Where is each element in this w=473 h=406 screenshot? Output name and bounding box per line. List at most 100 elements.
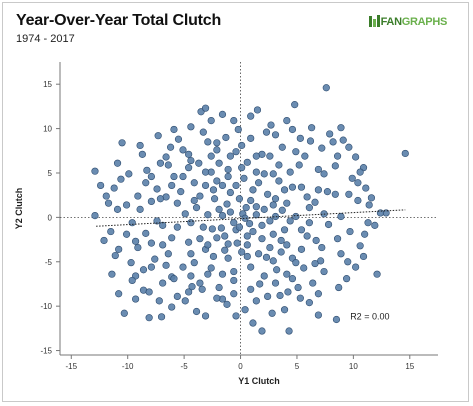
scatter-point — [354, 179, 362, 187]
scatter-point — [292, 259, 300, 267]
y-tick-label: 0 — [48, 213, 53, 222]
scatter-point — [187, 272, 195, 280]
scatter-point — [247, 196, 255, 205]
scatter-point — [241, 306, 249, 314]
scatter-point — [269, 230, 277, 238]
scatter-point — [226, 152, 234, 160]
scatter-point — [288, 183, 297, 191]
scatter-point — [337, 124, 345, 132]
fangraphs-logo: FAN GRAPHS — [368, 15, 447, 28]
scatter-point — [185, 164, 193, 172]
scatter-point — [283, 116, 291, 125]
scatter-point — [278, 143, 286, 151]
scatter-point — [352, 263, 360, 271]
scatter-point — [179, 146, 187, 154]
scatter-point — [238, 141, 246, 150]
scatter-point — [266, 243, 274, 252]
scatter-point — [223, 300, 231, 308]
scatter-point — [159, 221, 167, 229]
scatter-point — [345, 143, 353, 151]
scatter-point — [305, 219, 313, 227]
scatter-point — [196, 235, 204, 243]
scatter-point — [284, 288, 292, 296]
scatter-point — [271, 279, 280, 287]
scatter-point — [356, 242, 364, 250]
scatter-point — [314, 290, 322, 298]
scatter-point — [213, 294, 221, 302]
scatter-point — [155, 297, 163, 305]
scatter-point — [401, 149, 409, 158]
r-squared-annotation: R2 = 0.00 — [350, 311, 389, 321]
chart-subtitle: 1974 - 2017 — [16, 33, 75, 45]
scatter-point — [156, 195, 165, 203]
scatter-point — [115, 290, 123, 298]
scatter-point — [147, 197, 155, 205]
scatter-point — [201, 104, 210, 112]
scatter-point — [201, 312, 210, 320]
scatter-point — [100, 236, 108, 245]
x-axis-title: Y1 Clutch — [238, 376, 280, 386]
scatter-point — [223, 200, 231, 208]
scatter-point — [217, 224, 225, 232]
scatter-point — [147, 263, 155, 271]
scatter-point — [314, 165, 322, 174]
scatter-point — [233, 239, 241, 247]
y-tick-label: 15 — [43, 80, 52, 89]
scatter-point — [333, 235, 342, 243]
scatter-point — [258, 221, 266, 229]
scatter-point — [156, 159, 165, 167]
scatter-point — [209, 252, 218, 261]
scatter-point — [108, 270, 116, 278]
scatter-point — [373, 270, 381, 278]
scatter-point — [267, 121, 275, 129]
scatter-point — [142, 179, 150, 187]
scatter-point — [192, 307, 201, 316]
scatter-point — [303, 232, 311, 240]
scatter-point — [269, 257, 277, 265]
chart-title: Year-Over-Year Total Clutch — [16, 12, 222, 29]
scatter-point — [113, 159, 122, 167]
scatter-point — [305, 204, 313, 212]
scatter-point — [234, 125, 242, 134]
scatter-point — [102, 192, 110, 200]
scatter-point — [280, 306, 289, 314]
scatter-point — [107, 227, 115, 236]
scatter-point — [362, 184, 370, 192]
scatter-point — [215, 159, 223, 167]
scatter-point — [195, 159, 203, 167]
scatter-point — [247, 134, 255, 142]
scatter-point — [312, 236, 320, 245]
scatter-point — [209, 186, 218, 194]
points-layer — [91, 84, 409, 335]
scatter-point — [218, 270, 227, 278]
scatter-point — [145, 288, 153, 296]
scatter-point — [210, 195, 219, 203]
scatter-point — [218, 181, 227, 190]
scatter-point — [230, 290, 238, 298]
scatter-point — [286, 217, 294, 225]
scatter-point — [185, 288, 193, 296]
scatter-point — [320, 170, 328, 178]
scatter-point — [154, 132, 162, 140]
scatter-point — [208, 225, 216, 233]
scatter-point — [213, 139, 221, 147]
scatter-point — [297, 226, 306, 234]
scatter-point — [346, 227, 354, 236]
scatter-point — [188, 283, 196, 291]
scatter-point — [283, 270, 291, 278]
scatter-point — [207, 152, 215, 160]
scatter-point — [187, 123, 195, 131]
scatter-point — [243, 158, 251, 166]
x-tick-label: 10 — [349, 362, 358, 371]
scatter-point — [215, 283, 223, 292]
x-tick-label: 15 — [405, 362, 414, 371]
scatter-point — [305, 299, 313, 307]
scatter-point — [110, 184, 118, 192]
scatter-point — [254, 250, 263, 258]
scatter-point — [187, 156, 195, 165]
scatter-point — [324, 220, 333, 229]
scatter-point — [118, 139, 126, 147]
scatter-point — [294, 283, 302, 292]
scatter-point — [204, 211, 212, 219]
scatter-point — [252, 168, 260, 176]
